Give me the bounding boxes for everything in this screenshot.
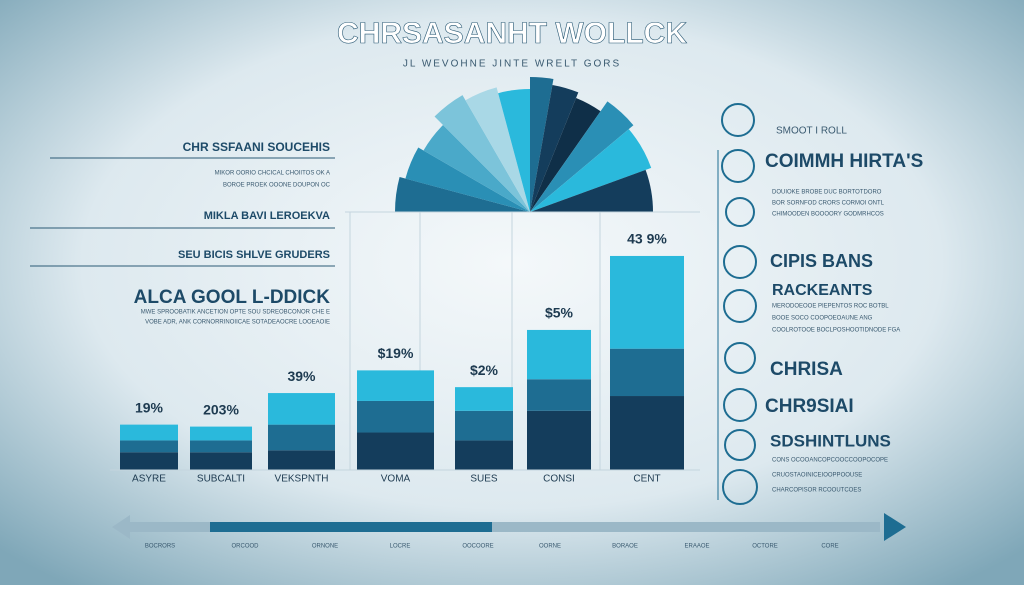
left-line: VOBE ADR, ANK CORNORRINOIICAE SOTADEAOCR… [145, 320, 330, 326]
left-heading: CHR SSFAANI SOUCEHIS [183, 140, 330, 154]
fan-wedge [530, 129, 652, 212]
bar-segment [527, 410, 591, 470]
right-label: SMOOT I ROLL [776, 126, 847, 137]
bar-segment [120, 424, 178, 441]
left-line: BOROE PROEK OOONE DOUPON OC [223, 183, 331, 189]
right-line: CRUOSTAOINICEIOOPPOOUSE [772, 473, 862, 479]
bar-segment [357, 370, 434, 401]
fan-wedge [530, 84, 579, 212]
bar-label: $19% [378, 345, 414, 361]
fan-wedge [498, 89, 530, 212]
timeline-label: BORAOE [612, 544, 638, 550]
title: CHRSASANHT WOLLCK [337, 17, 687, 50]
bar-segment [120, 440, 178, 453]
left-heading: MIKLA BAVI LEROEKVA [204, 210, 330, 222]
fan-wedge [465, 87, 530, 212]
bar-label: $2% [470, 362, 499, 378]
bar-segment [610, 348, 684, 397]
bar-segment [357, 432, 434, 470]
right-heading: COIMMH HIRTA'S [765, 151, 923, 172]
timeline-label: OOCOORE [462, 544, 493, 550]
right-line: DOUIOKE BROBE DUC BORTOTDORO [772, 190, 882, 196]
fan-wedge [434, 95, 530, 212]
x-tick-label: VEKSPNTH [275, 474, 329, 485]
left-heading: ALCA GOOL L-DDICK [134, 287, 331, 308]
timeline-label: BOCRORS [145, 544, 175, 550]
fan-decoration [395, 77, 653, 212]
bar-label: 203% [203, 401, 239, 417]
x-tick-label: SUBCALTI [197, 474, 245, 485]
bar-label: $5% [545, 305, 574, 321]
right-line: CHIMOODEN BOOOORY GODMRHCOS [772, 212, 884, 218]
bar-segment [190, 440, 252, 453]
timeline-label: ORCOOD [232, 544, 260, 550]
timeline-label: CORE [821, 544, 838, 550]
subtitle: JL WEVOHNE JINTE WRELT GORS [403, 59, 621, 70]
left-panel: CHR SSFAANI SOUCEHIS MIKOR OORIO CHCICAL… [30, 140, 335, 326]
bar-segment [610, 255, 684, 349]
bar-segment [527, 329, 591, 380]
bar-segment [455, 387, 513, 411]
bar-segment [455, 440, 513, 470]
timeline-arrow [112, 513, 906, 541]
bar-label: 19% [135, 399, 164, 415]
x-tick-label: CONSI [543, 474, 575, 485]
left-heading: SEU BICIS SHLVE GRUDERS [178, 249, 330, 261]
right-heading: CHR9SIAI [765, 396, 854, 417]
left-line: MWE SPROOBATIK ANCETION OPTE SOU SDREOBC… [141, 310, 330, 316]
timeline-label: OCTORE [752, 544, 778, 550]
right-line: MERODOEOOE PIEPENTOS ROC BOTBL [772, 304, 889, 310]
bar-label: 39% [287, 368, 316, 384]
fan-wedge [530, 169, 653, 212]
right-heading: SDSHINTLUNS [770, 431, 891, 450]
fan-wedge [530, 77, 554, 212]
bar-segment [455, 410, 513, 441]
bar-segment [268, 424, 335, 451]
bar-segment [357, 400, 434, 433]
right-line: CHARCOPISOR RCOOUTCOES [772, 488, 861, 494]
bar-segment [610, 396, 684, 470]
bar-segment [527, 379, 591, 411]
timeline-label: OORNE [539, 544, 561, 550]
right-line: CONS OCOOANCOPCOOCCOOPOCOPE [772, 458, 888, 464]
right-heading: CHRISA [770, 359, 843, 380]
right-line: BOR SORNFOD CRORS CORMOI ONTL [772, 201, 885, 207]
timeline-label: ERAAOE [684, 544, 709, 550]
x-tick-label: CENT [633, 474, 660, 485]
fan-wedge [405, 147, 530, 212]
x-tick-label: ASYRE [132, 474, 166, 485]
bar-segment [190, 426, 252, 441]
bar-segment [268, 450, 335, 470]
right-heading: CIPIS BANS [770, 251, 873, 271]
x-tick-label: VOMA [381, 474, 411, 485]
bar-label: 43 9% [627, 231, 667, 247]
bar-segment [190, 452, 252, 470]
timeline-label: LOCRE [390, 544, 411, 550]
x-tick-label: SUES [470, 474, 498, 485]
fan-wedge [530, 101, 634, 212]
fan-wedge [530, 97, 601, 212]
timeline-label: ORNONE [312, 544, 338, 550]
left-line: MIKOR OORIO CHCICAL CHOIITOS OK A [215, 171, 330, 177]
icons [717, 103, 758, 505]
fan-wedge [423, 125, 530, 212]
bar-segment [120, 452, 178, 470]
right-line: COOLROTOOE BOCLPOSHOOTIDNODE FGA [772, 328, 900, 334]
right-line: BOOE SOCO COOPOEOAUNE ANG [772, 316, 873, 322]
fan-wedge [395, 177, 530, 212]
right-heading: RACKEANTS [772, 282, 873, 299]
right-panel: SMOOT I ROLL COIMMH HIRTA'S DOUIOKE BROB… [717, 103, 923, 505]
bar-segment [268, 393, 335, 425]
